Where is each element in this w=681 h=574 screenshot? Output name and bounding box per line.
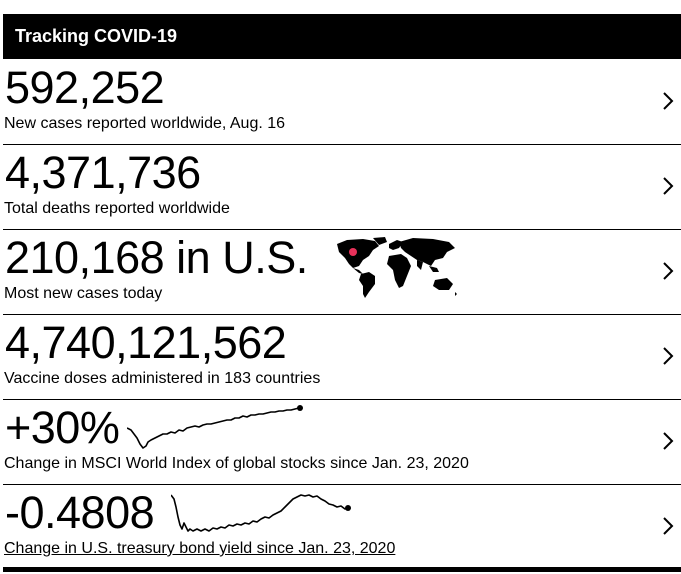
new-cases-value: 592,252	[5, 62, 165, 113]
msci-sparkline	[127, 405, 303, 449]
chevron-right-icon	[663, 517, 674, 535]
stat-row-vaccine-doses[interactable]: 4,740,121,562 Vaccine doses administered…	[3, 315, 681, 400]
vaccine-doses-caption: Vaccine doses administered in 183 countr…	[4, 370, 321, 387]
stat-row-total-deaths[interactable]: 4,371,736 Total deaths reported worldwid…	[3, 145, 681, 230]
total-deaths-caption: Total deaths reported worldwide	[4, 200, 230, 217]
chevron-right-icon	[663, 262, 674, 280]
stat-row-treasury-yield[interactable]: -0.4808 Change in U.S. treasury bond yie…	[3, 485, 681, 570]
chevron-right-icon	[663, 92, 674, 110]
total-deaths-value: 4,371,736	[5, 147, 201, 198]
new-cases-caption: New cases reported worldwide, Aug. 16	[4, 115, 286, 132]
msci-world-caption: Change in MSCI World Index of global sto…	[4, 455, 469, 472]
us-cases-value: 210,168 in U.S.	[5, 232, 308, 283]
msci-world-value: +30%	[5, 402, 120, 453]
stat-row-msci-world[interactable]: +30% Change in MSCI World Index of globa…	[3, 400, 681, 485]
us-cases-caption: Most new cases today	[4, 285, 163, 302]
bottom-divider	[3, 567, 681, 572]
stat-row-new-cases[interactable]: 592,252 New cases reported worldwide, Au…	[3, 60, 681, 145]
treasury-sparkline	[171, 494, 351, 532]
treasury-yield-value: -0.4808	[5, 487, 155, 538]
tracker-title: Tracking COVID-19	[15, 26, 178, 46]
vaccine-doses-value: 4,740,121,562	[5, 317, 287, 368]
chevron-right-icon	[663, 177, 674, 195]
chevron-right-icon	[663, 347, 674, 365]
tracker-header: Tracking COVID-19	[3, 14, 681, 59]
world-map-icon	[337, 237, 457, 298]
treasury-yield-caption[interactable]: Change in U.S. treasury bond yield since…	[4, 540, 396, 557]
stat-row-us-cases[interactable]: 210,168 in U.S. Most new cases today	[3, 230, 681, 315]
chevron-right-icon	[663, 432, 674, 450]
